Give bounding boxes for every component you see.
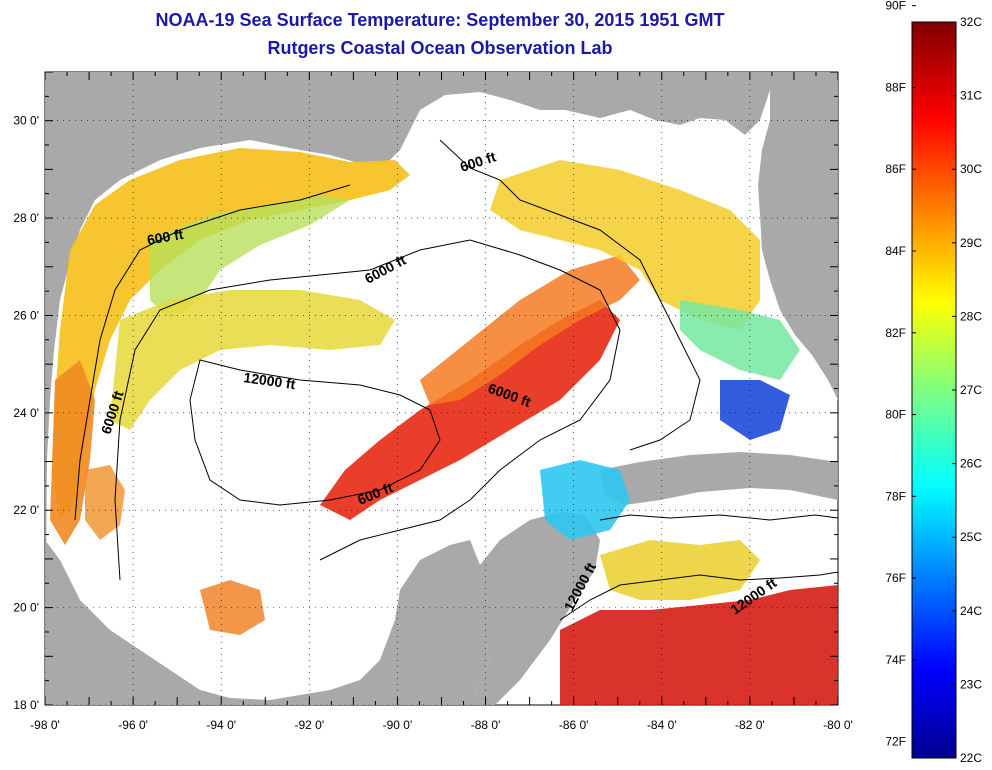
colorbar-fahrenheit-label: 88F	[885, 80, 906, 94]
lon-tick-label: -82 0'	[735, 718, 765, 732]
lon-tick-label: -98 0'	[30, 718, 60, 732]
colorbar-fahrenheit-label: 90F	[885, 0, 906, 13]
colorbar-fahrenheit-label: 76F	[885, 571, 906, 585]
sst-orange-patch-southwest	[85, 465, 125, 540]
lon-tick-label: -84 0'	[647, 718, 677, 732]
contour-6000ft	[114, 239, 621, 581]
colorbar-celsius-label: 27C	[960, 383, 982, 397]
lat-tick-label: 28 0'	[13, 211, 39, 225]
colorbar-celsius-label: 24C	[960, 604, 982, 618]
land-yucatan	[470, 512, 600, 705]
colorbar-celsius-label: 32C	[960, 15, 982, 29]
colorbar-fahrenheit-label: 86F	[885, 162, 906, 176]
axis-ticks: -98 0' -96 0' -94 0' -92 0' -90 0' -88 0' -86 …	[13, 71, 853, 732]
lon-tick-label: -94 0'	[206, 718, 236, 732]
lon-tick-label: -92 0'	[295, 718, 325, 732]
colorbar-fahrenheit-label: 84F	[885, 244, 906, 258]
colorbar-celsius-label: 31C	[960, 89, 982, 103]
lon-tick-label: -90 0'	[383, 718, 413, 732]
lat-tick-label: 26 0'	[13, 308, 39, 322]
lat-tick-label: 18 0'	[13, 698, 39, 712]
colorbar-fahrenheit-label: 74F	[885, 653, 906, 667]
sst-cyan-yucatan	[540, 460, 630, 540]
colorbar-celsius-label: 30C	[960, 162, 982, 176]
map-subtitle: Rutgers Coastal Ocean Observation Lab	[267, 38, 613, 58]
sst-orange-south-patch	[200, 580, 265, 635]
contour-600ft	[439, 139, 701, 451]
sst-hot-plume	[320, 300, 620, 520]
colorbar-celsius-label: 23C	[960, 677, 982, 691]
colorbar-celsius-label: 29C	[960, 236, 982, 250]
sst-orange-plume-halo	[420, 255, 640, 405]
colorbar-celsius-label: 28C	[960, 309, 982, 323]
contour-label: 12000 ft	[243, 369, 297, 392]
land-us-gulf-coast	[45, 72, 838, 705]
lon-tick-label: -88 0'	[471, 718, 501, 732]
contour-label: 600 ft	[146, 226, 185, 248]
contour-caribbean-2	[599, 514, 838, 521]
land-cuba	[600, 452, 838, 505]
sst-green-east	[680, 300, 800, 380]
lat-tick-label: 24 0'	[13, 406, 39, 420]
lon-tick-label: -86 0'	[559, 718, 589, 732]
lon-tick-label: -96 0'	[118, 718, 148, 732]
sst-yellow-caribbean	[600, 540, 760, 600]
colorbar-fahrenheit-label: 80F	[885, 408, 906, 422]
colorbar-fahrenheit-label: 72F	[885, 735, 906, 749]
colorbar-fahrenheit-label: 78F	[885, 489, 906, 503]
colorbar-celsius-label: 22C	[960, 751, 982, 765]
sst-yellow-central	[110, 290, 395, 430]
sst-orange-west	[50, 360, 95, 545]
colorbar-celsius-label: 25C	[960, 530, 982, 544]
lat-tick-label: 30 0'	[13, 114, 39, 128]
sst-warm-shelf-west	[52, 148, 410, 520]
lat-tick-label: 22 0'	[13, 503, 39, 517]
sst-green-band	[150, 195, 350, 320]
colorbar	[911, 21, 957, 759]
land-florida	[758, 72, 838, 400]
colorbar-fahrenheit-label: 82F	[885, 326, 906, 340]
colorbar-labels: 32C 31C 30C 29C 28C 27C 26C 25C 24C 23C 22C 90F 88F 8…	[885, 0, 982, 765]
contour-12000ft	[189, 359, 441, 506]
sst-yellow-northeast	[490, 160, 760, 330]
contour-600ft-west	[74, 184, 351, 521]
lat-tick-label: 20 0'	[13, 601, 39, 615]
sst-red-caribbean	[560, 585, 838, 705]
colorbar-celsius-label: 26C	[960, 457, 982, 471]
map-title: NOAA-19 Sea Surface Temperature: Septemb…	[155, 10, 725, 30]
land-mexico	[45, 540, 490, 705]
lon-tick-label: -80 0'	[823, 718, 853, 732]
contour-caribbean	[559, 571, 838, 621]
sst-blue-keys	[720, 380, 790, 440]
